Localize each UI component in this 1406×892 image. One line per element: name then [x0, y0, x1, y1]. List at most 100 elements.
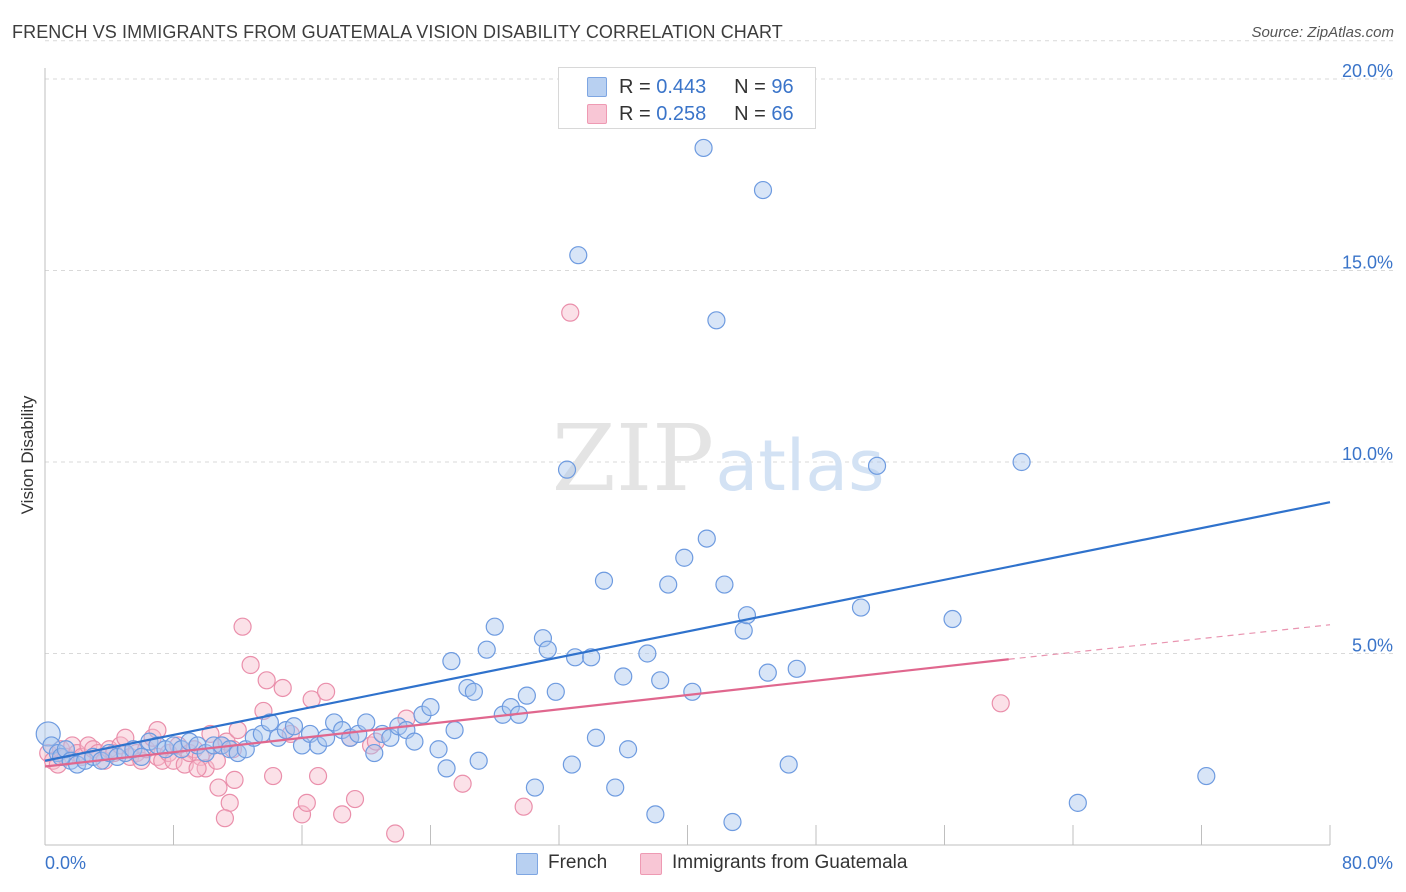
french-point [517, 686, 536, 705]
french-point [697, 529, 716, 548]
guatemala-point [333, 805, 352, 824]
french-point [562, 755, 581, 774]
guatemala-trend-extension [1008, 624, 1331, 660]
guatemala-point [209, 778, 228, 797]
french-point [565, 648, 585, 667]
french-point [943, 609, 962, 629]
bottom-legend-swatch-french [516, 853, 538, 875]
french-point [646, 805, 665, 824]
french-point [614, 667, 633, 686]
tick-labels: 5.0% 10.0% 15.0% 20.0% 0.0% 80.0% [45, 61, 1393, 873]
french-point [533, 629, 553, 648]
french-point [707, 311, 726, 330]
guatemala-point [308, 766, 328, 786]
french-point [723, 812, 742, 832]
legend-r-value-french: 0.443 [656, 75, 707, 98]
guatemala-point [991, 694, 1010, 713]
y-tick-label: 5.0% [1352, 636, 1393, 656]
y-tick-label: 20.0% [1342, 61, 1393, 81]
series-guatemala-points [39, 303, 1010, 843]
guatemala-point [453, 774, 472, 793]
french-point [421, 698, 440, 717]
french-point [694, 138, 713, 158]
guatemala-point [316, 682, 336, 701]
french-point [582, 648, 601, 667]
gridlines [45, 40, 1395, 654]
french-point [445, 720, 464, 740]
french-point [683, 682, 702, 701]
french-point [867, 456, 887, 475]
guatemala-point [386, 824, 405, 843]
guatemala-point [345, 789, 365, 809]
source-label: Source: ZipAtlas.com [1251, 24, 1394, 41]
legend-n-value-french: 96 [771, 75, 794, 98]
guatemala-point [188, 759, 207, 778]
french-point [569, 246, 588, 265]
french-point [594, 571, 614, 590]
french-point [437, 759, 456, 778]
french-point [464, 682, 483, 701]
french-point [538, 640, 557, 659]
legend-n-label: N = [734, 75, 766, 98]
french-point [557, 460, 577, 479]
french-point [758, 663, 777, 682]
french-point [35, 721, 61, 747]
legend-swatch-french [587, 77, 607, 97]
french-point [485, 617, 504, 636]
french-point [618, 740, 638, 759]
x-tick-label-min: 0.0% [45, 853, 86, 873]
french-point [316, 728, 336, 747]
legend-n-label: N = [734, 102, 766, 125]
guatemala-point [220, 793, 239, 812]
y-axis-label: Vision Disability [18, 395, 37, 514]
guatemala-point [257, 671, 276, 690]
french-point [442, 652, 461, 671]
y-tick-label: 15.0% [1342, 253, 1393, 273]
french-point [606, 778, 625, 797]
correlation-legend: R = 0.443 N = 96 R = 0.258 N = 66 [558, 67, 816, 129]
guatemala-point [292, 805, 312, 824]
guatemala-point [225, 770, 244, 789]
french-point [787, 659, 806, 678]
legend-r-label: R = [619, 102, 651, 125]
french-point [260, 713, 279, 732]
guatemala-point [201, 724, 220, 744]
legend-n-value-guatemala: 66 [771, 102, 794, 125]
guatemala-point [233, 617, 252, 636]
trend-lines [44, 501, 1331, 768]
french-point [586, 728, 606, 747]
bottom-legend-label-french: French [548, 852, 608, 873]
french-point [638, 644, 657, 663]
watermark-zip: ZIP [552, 405, 714, 512]
french-point [357, 713, 376, 732]
french-point [651, 671, 670, 690]
french-point [675, 548, 694, 567]
french-point [365, 743, 384, 763]
guatemala-point [215, 809, 234, 828]
french-point [525, 778, 545, 797]
french-point [284, 717, 304, 736]
french-point [851, 598, 871, 617]
y-tick-label: 10.0% [1342, 444, 1393, 464]
guatemala-point [263, 766, 283, 786]
watermark: ZIP atlas [552, 405, 885, 512]
watermark-atlas: atlas [715, 425, 884, 507]
french-point [429, 740, 448, 759]
french-point [477, 640, 496, 659]
french-point [1197, 766, 1216, 786]
chart-title: FRENCH VS IMMIGRANTS FROM GUATEMALA VISI… [12, 22, 783, 42]
french-point [1068, 793, 1087, 812]
french-point [546, 682, 565, 701]
french-point [56, 740, 75, 759]
bottom-legend-label-guatemala: Immigrants from Guatemala [672, 852, 908, 873]
french-point [779, 755, 798, 774]
guatemala-point [273, 678, 292, 698]
french-point [715, 575, 734, 594]
legend-swatch-guatemala [587, 104, 607, 124]
x-tick-label-max: 80.0% [1342, 853, 1393, 873]
french-point [659, 575, 678, 594]
french-trend-line [44, 501, 1331, 762]
axes [44, 68, 1331, 846]
french-point [405, 732, 424, 751]
